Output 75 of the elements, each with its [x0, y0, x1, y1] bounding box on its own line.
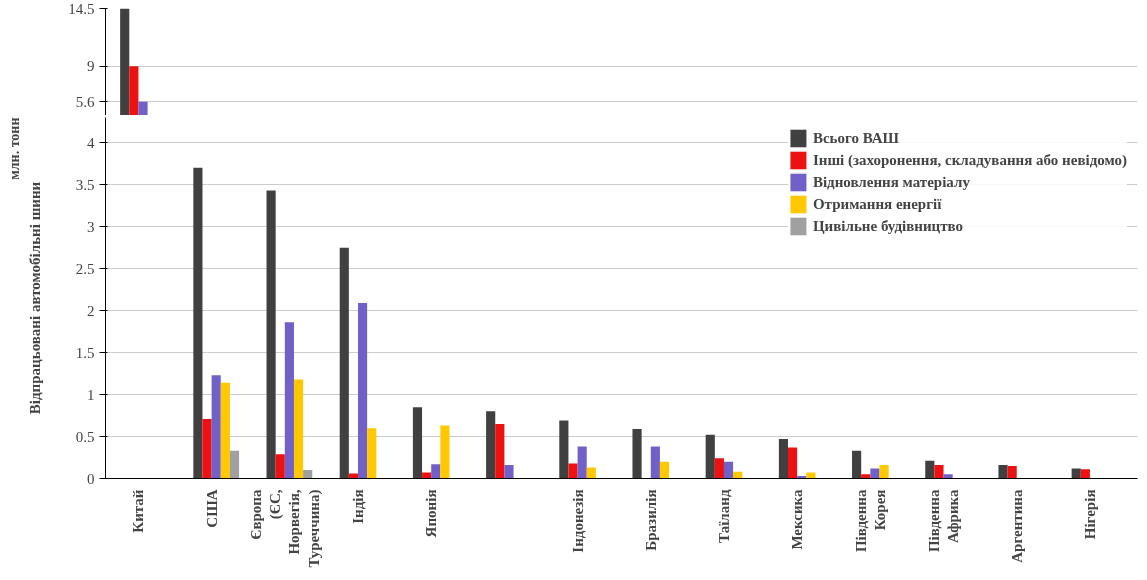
x-tick-label: Бразилія — [642, 489, 659, 551]
y-tick-label: 9 — [87, 58, 95, 75]
bar — [266, 190, 276, 479]
bar — [943, 474, 953, 479]
x-tick-label: Китай — [130, 489, 147, 533]
bar — [778, 439, 789, 479]
bar — [723, 461, 734, 479]
bar — [879, 465, 889, 479]
legend-label: Інші (захоронення, складування або невідомо) — [812, 150, 1127, 170]
bar — [714, 458, 724, 479]
bar — [568, 463, 578, 479]
bar — [367, 428, 377, 479]
bar — [284, 322, 294, 479]
bar — [486, 411, 496, 479]
x-tick-label: Південна Африка — [925, 489, 962, 553]
bar — [632, 428, 642, 479]
bar — [1080, 469, 1090, 479]
bar — [348, 473, 359, 479]
bar — [504, 465, 514, 479]
bar — [1007, 465, 1017, 479]
y-axis-title: Відпрацьовані автомобільні шини — [26, 181, 43, 415]
bar — [559, 420, 569, 479]
bar — [275, 454, 285, 479]
bar — [193, 167, 203, 479]
x-tick-label: Європа (ЄС, Норвегія, Туреччина) — [248, 489, 323, 568]
bar — [1071, 468, 1081, 479]
bar — [659, 461, 670, 479]
y-tick-label: 14.5 — [68, 0, 95, 17]
y-tick-label: 4 — [87, 134, 95, 151]
bar — [358, 303, 368, 479]
x-tick-label: Нігерія — [1081, 489, 1098, 540]
x-tick-label: Індонезія — [569, 489, 586, 553]
bar — [293, 379, 304, 479]
bar — [861, 474, 871, 479]
x-tick-label: Таїланд — [715, 489, 732, 543]
bar — [229, 450, 240, 479]
bar — [440, 425, 450, 479]
y-tick-label: 2 — [87, 302, 95, 319]
bar — [998, 465, 1008, 479]
x-tick-label: Аргентина — [1008, 489, 1025, 563]
bar — [220, 382, 230, 479]
bar — [211, 375, 221, 479]
x-tick-label: Південна Корея — [852, 489, 888, 553]
legend-label: Цивільне будівництво — [812, 216, 964, 236]
bar — [202, 418, 212, 479]
y-tick-label: 3 — [87, 218, 95, 235]
y-tick-label: 3.5 — [75, 176, 95, 193]
bar — [788, 447, 798, 479]
x-tick-label: Мексика — [789, 489, 806, 550]
y-tick-label: 0 — [87, 470, 95, 487]
x-tick-label: Індія — [350, 489, 367, 524]
bar — [925, 460, 935, 479]
bar — [870, 468, 880, 479]
x-tick-label: Японія — [423, 489, 440, 538]
bar — [495, 423, 505, 479]
bar — [852, 450, 862, 479]
legend-label: Отримання енергії — [812, 194, 942, 214]
bar — [339, 247, 349, 479]
y-tick-label: 5.6 — [75, 93, 95, 110]
x-tick-label: США — [203, 489, 220, 528]
bar — [934, 465, 944, 479]
y-tick-label: 0.5 — [75, 428, 95, 445]
y-tick-label: 1 — [87, 386, 95, 403]
bar — [303, 470, 313, 479]
y-tick-label: 2.5 — [75, 260, 95, 277]
bar — [577, 446, 587, 479]
legend-label: Всього ВАШ — [812, 128, 900, 148]
legend-label: Відновлення матеріалу — [812, 172, 970, 192]
bar — [412, 407, 423, 479]
text: млн. тонн — [6, 117, 22, 180]
bar — [431, 464, 441, 479]
bar — [586, 467, 596, 479]
y-tick-label: 1.5 — [75, 344, 95, 361]
bar — [705, 434, 715, 479]
bar — [650, 446, 660, 479]
